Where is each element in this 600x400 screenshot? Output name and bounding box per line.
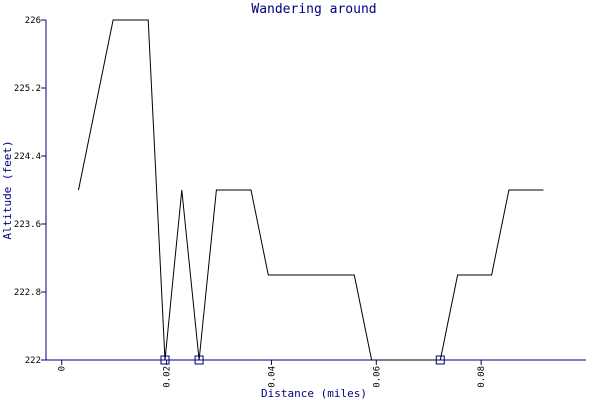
x-tick-label: 0.08	[477, 366, 487, 388]
y-axis-label: Altitude (feet)	[1, 140, 14, 239]
data-point-marker	[435, 355, 445, 365]
data-point-marker	[194, 355, 204, 365]
altitude-series-line	[78, 19, 544, 361]
y-tick-label: 225.2	[14, 84, 41, 94]
x-tick-label: 0.02	[163, 366, 173, 388]
x-tick-label: 0.04	[267, 366, 277, 388]
x-axis-ticks: 0 0.02 0.04 0.06 0.08	[58, 360, 487, 388]
x-tick-label: 0	[58, 366, 68, 371]
y-tick-label: 226	[25, 16, 41, 26]
x-tick-label: 0.06	[372, 366, 382, 388]
series-layer	[78, 19, 544, 361]
chart-title: Wandering around	[251, 2, 376, 17]
y-tick-label: 222.8	[14, 288, 41, 298]
y-axis-ticks: 222 222.8 223.6 224.4 225.2 226	[14, 16, 46, 366]
y-tick-label: 224.4	[14, 152, 41, 162]
x-axis-label: Distance (miles)	[261, 387, 367, 400]
marker-layer	[160, 355, 445, 365]
y-tick-label: 223.6	[14, 220, 41, 230]
data-point-marker	[160, 355, 170, 365]
y-tick-label: 222	[25, 356, 41, 366]
